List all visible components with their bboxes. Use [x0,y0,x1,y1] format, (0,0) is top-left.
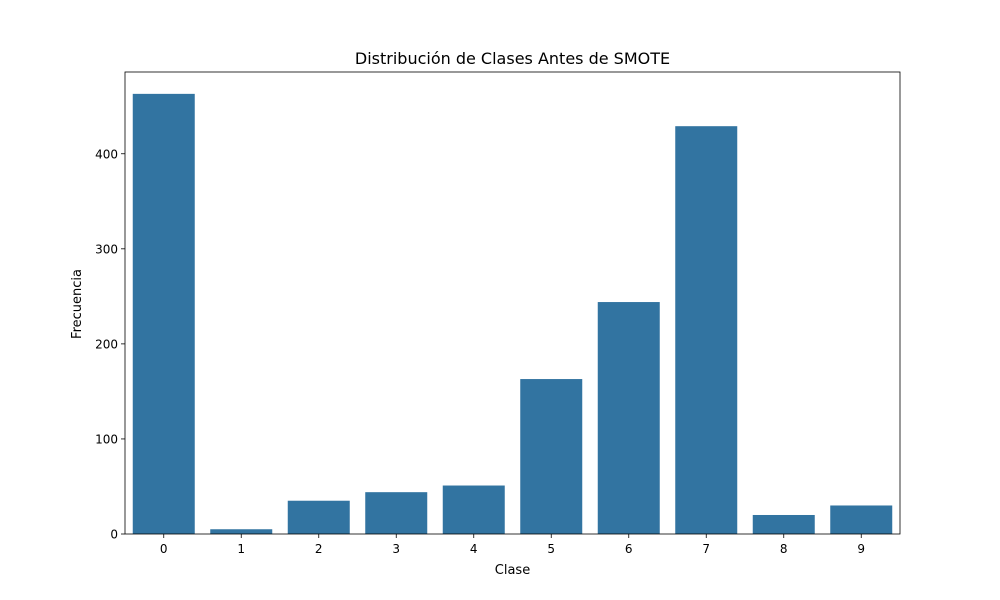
y-tick-label-200: 200 [95,337,118,351]
x-tick-label-0: 0 [160,542,168,556]
bar-2 [287,500,350,534]
x-tick-label-8: 8 [780,542,788,556]
bar-3 [365,492,428,534]
bar-9 [830,505,893,534]
y-tick-label-300: 300 [95,242,118,256]
x-tick-label-1: 1 [237,542,245,556]
plot-area: 0 1 2 3 4 5 6 7 8 9 0 100 200 300 400 [95,71,901,556]
x-axis-label: Clase [495,563,530,578]
x-tick-label-9: 9 [857,542,865,556]
x-tick-label-7: 7 [702,542,710,556]
bar-7 [675,126,738,535]
bar-6 [597,302,660,534]
y-tick-label-100: 100 [95,432,118,446]
y-tick-label-400: 400 [95,147,118,161]
y-axis-label: Frecuencia [70,269,85,339]
x-tick-label-6: 6 [625,542,633,556]
bar-1 [210,529,273,534]
chart-title: Distribución de Clases Antes de SMOTE [355,49,670,68]
bar-5 [520,379,583,534]
x-tick-label-4: 4 [470,542,478,556]
x-tick-label-3: 3 [392,542,400,556]
bar-4 [442,485,505,534]
bar-0 [132,93,195,534]
bar-8 [752,514,815,534]
y-tick-label-0: 0 [110,528,118,542]
x-tick-label-5: 5 [547,542,555,556]
x-tick-label-2: 2 [315,542,323,556]
axes-frame [124,71,901,535]
